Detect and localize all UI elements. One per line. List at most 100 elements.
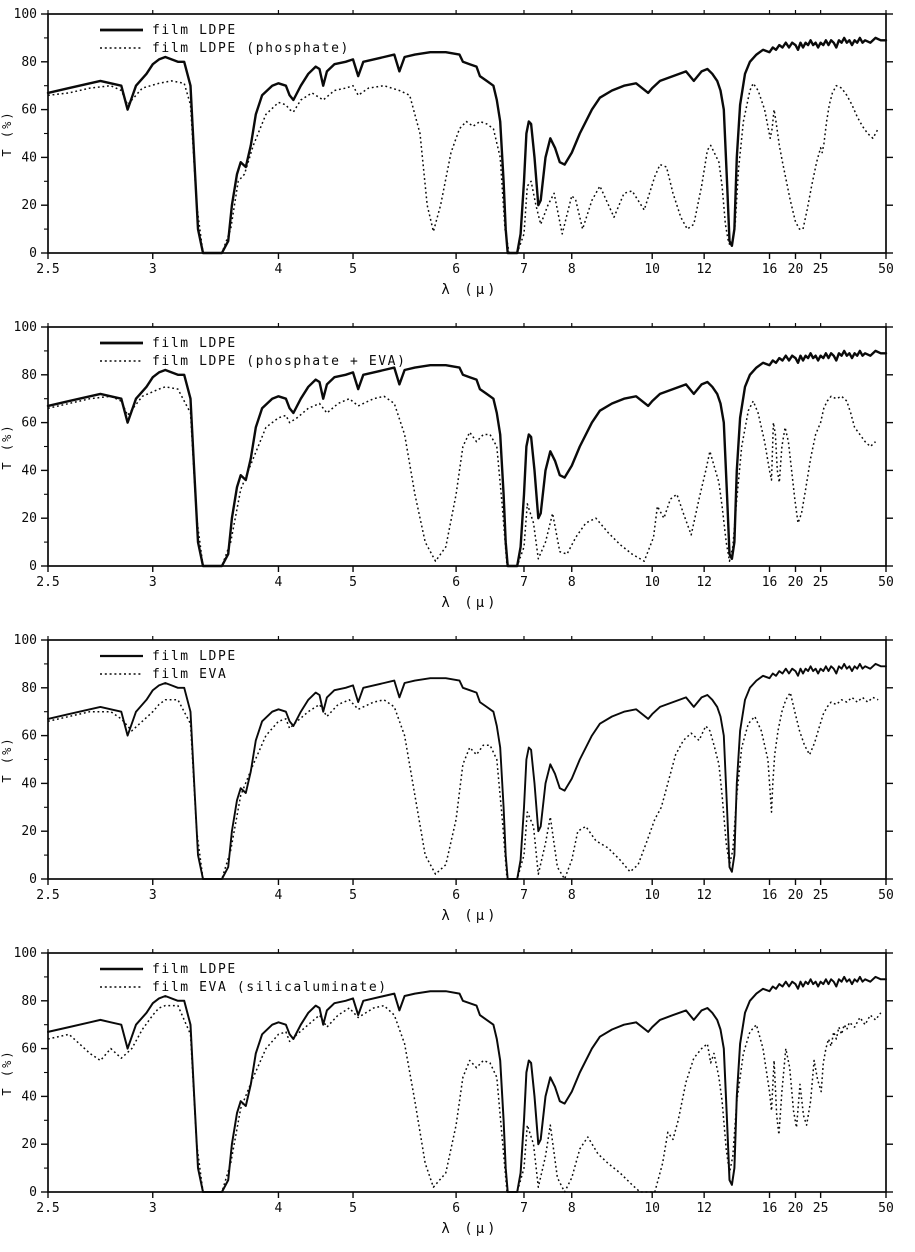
y-tick-label: 40	[21, 150, 37, 165]
y-axis-title: T (%)	[0, 736, 14, 782]
x-tick-label: 25	[813, 262, 829, 277]
x-tick-label: 2.5	[36, 1201, 59, 1216]
dotted-curve	[47, 386, 877, 567]
x-tick-label: 4	[275, 1201, 283, 1216]
x-tick-label: 8	[568, 262, 576, 277]
x-tick-label: 12	[696, 888, 712, 903]
panel-2-ldpe-vs-phosphate-eva: 2.5 3 4 5 6 7 8 10 12 16 20 25 50 0 20 40 60 80 100 T (%) λ …	[0, 313, 915, 626]
y-tick-label: 80	[21, 681, 37, 696]
x-tick-label: 3	[149, 575, 157, 590]
x-tick-label: 50	[878, 1201, 894, 1216]
y-tick-label: 20	[21, 511, 37, 526]
x-tick-label: 2.5	[36, 575, 59, 590]
x-tick-label: 12	[696, 262, 712, 277]
y-tick-label: 0	[29, 246, 37, 261]
x-tick-label: 5	[349, 1201, 357, 1216]
x-tick-label: 3	[149, 888, 157, 903]
x-tick-label: 25	[813, 575, 829, 590]
x-tick-label: 50	[878, 575, 894, 590]
spectrum-chart-3: 2.5 3 4 5 6 7 8 10 12 16 20 25 50 0 20 40 60 80 100 T (%) λ …	[0, 633, 894, 924]
legend-label-dotted: film EVA (silicaluminate)	[152, 980, 388, 995]
x-tick-label: 25	[813, 1201, 829, 1216]
y-axis-title: T (%)	[0, 110, 14, 156]
y-axis-title: T (%)	[0, 1049, 14, 1095]
y-axis-title: T (%)	[0, 423, 14, 469]
y-tick-label: 80	[21, 55, 37, 70]
x-tick-label: 50	[878, 888, 894, 903]
x-tick-label: 5	[349, 575, 357, 590]
legend-label-dotted: film LDPE (phosphate + EVA)	[152, 354, 407, 369]
y-tick-label: 80	[21, 994, 37, 1009]
y-tick-label: 80	[21, 368, 37, 383]
spectrum-chart-2: 2.5 3 4 5 6 7 8 10 12 16 20 25 50 0 20 40 60 80 100 T (%) λ …	[0, 320, 894, 611]
x-tick-label: 2.5	[36, 888, 59, 903]
panel-3-ldpe-vs-eva: 2.5 3 4 5 6 7 8 10 12 16 20 25 50 0 20 40 60 80 100 T (%) λ …	[0, 626, 915, 939]
x-tick-label: 20	[788, 575, 804, 590]
y-tick-label: 40	[21, 1089, 37, 1104]
x-tick-label: 8	[568, 1201, 576, 1216]
dotted-curve	[47, 691, 879, 880]
ldpe-solid-curve	[47, 662, 887, 880]
x-tick-label: 6	[452, 575, 460, 590]
x-tick-label: 8	[568, 575, 576, 590]
y-tick-label: 100	[14, 633, 37, 648]
x-tick-label: 12	[696, 1201, 712, 1216]
x-tick-label: 8	[568, 888, 576, 903]
y-tick-label: 0	[29, 872, 37, 887]
y-tick-label: 20	[21, 1137, 37, 1152]
spectrum-chart-4: 2.5 3 4 5 6 7 8 10 12 16 20 25 50 0 20 40 60 80 100 T (%) λ …	[0, 946, 894, 1237]
ldpe-solid-curve	[47, 975, 887, 1193]
x-tick-label: 10	[644, 1201, 660, 1216]
x-tick-label: 5	[349, 888, 357, 903]
x-tick-label: 25	[813, 888, 829, 903]
y-tick-label: 100	[14, 7, 37, 22]
dotted-curve	[47, 80, 879, 254]
x-tick-label: 12	[696, 575, 712, 590]
panel-4-ldpe-vs-eva-silicaluminate: 2.5 3 4 5 6 7 8 10 12 16 20 25 50 0 20 40 60 80 100 T (%) λ …	[0, 939, 915, 1252]
y-tick-label: 0	[29, 559, 37, 574]
x-tick-label: 10	[644, 262, 660, 277]
x-tick-label: 2.5	[36, 262, 59, 277]
x-tick-label: 50	[878, 262, 894, 277]
x-axis-title: λ (μ)	[441, 282, 498, 298]
y-tick-label: 40	[21, 776, 37, 791]
panel-1-ldpe-vs-phosphate: 2.5 3 4 5 6 7 8 10 12 16 20 25 50 0 20 40 60 80 100 T (%) λ …	[0, 0, 915, 313]
x-tick-label: 3	[149, 1201, 157, 1216]
x-tick-label: 10	[644, 888, 660, 903]
legend-label-solid: film LDPE	[152, 962, 237, 977]
x-tick-label: 7	[520, 1201, 528, 1216]
legend-label-dotted: film LDPE (phosphate)	[152, 41, 350, 56]
ldpe-solid-curve	[46, 349, 888, 568]
y-tick-label: 100	[14, 320, 37, 335]
x-tick-label: 16	[762, 888, 778, 903]
x-tick-label: 16	[762, 575, 778, 590]
y-tick-label: 60	[21, 416, 37, 431]
legend-label-solid: film LDPE	[152, 336, 237, 351]
y-tick-label: 20	[21, 824, 37, 839]
x-tick-label: 20	[788, 888, 804, 903]
y-tick-label: 0	[29, 1185, 37, 1200]
x-tick-label: 16	[762, 262, 778, 277]
y-tick-label: 100	[14, 946, 37, 961]
x-axis-title: λ (μ)	[441, 908, 498, 924]
x-tick-label: 16	[762, 1201, 778, 1216]
y-tick-label: 20	[21, 198, 37, 213]
ldpe-solid-curve	[46, 36, 888, 255]
x-tick-label: 4	[275, 888, 283, 903]
y-tick-label: 60	[21, 1042, 37, 1057]
y-tick-label: 60	[21, 103, 37, 118]
x-tick-label: 6	[452, 1201, 460, 1216]
dotted-curve	[47, 1004, 882, 1193]
y-tick-label: 60	[21, 729, 37, 744]
x-tick-label: 20	[788, 262, 804, 277]
x-tick-label: 6	[452, 888, 460, 903]
x-tick-label: 4	[275, 575, 283, 590]
x-tick-label: 7	[520, 262, 528, 277]
x-tick-label: 6	[452, 262, 460, 277]
legend-label-solid: film LDPE	[152, 23, 237, 38]
x-tick-label: 5	[349, 262, 357, 277]
x-tick-label: 4	[275, 262, 283, 277]
x-tick-label: 10	[644, 575, 660, 590]
x-tick-label: 7	[520, 575, 528, 590]
